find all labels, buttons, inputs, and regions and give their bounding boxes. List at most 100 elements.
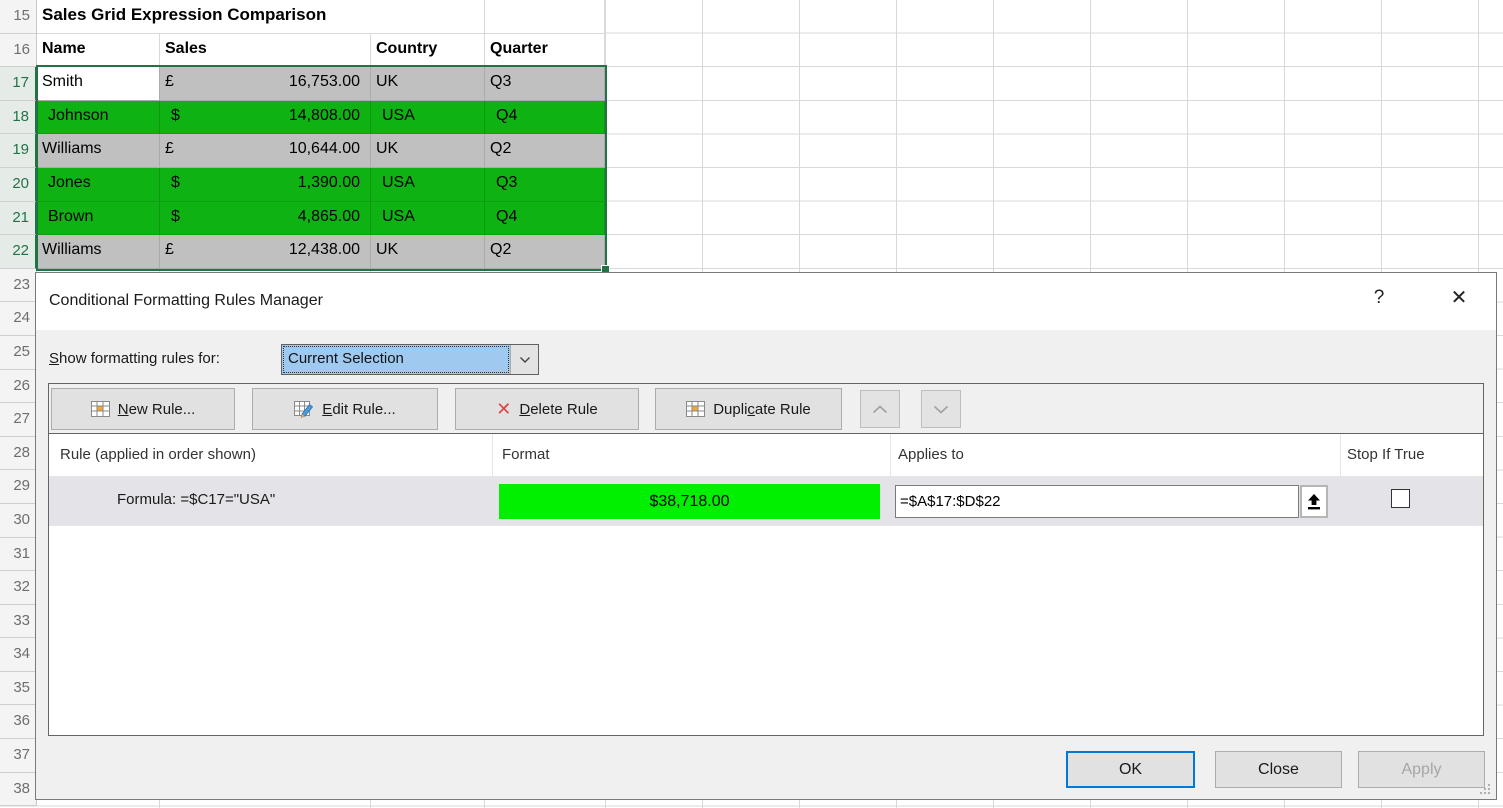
show-rules-dropdown[interactable]: Current Selection — [281, 344, 539, 375]
row-header-28[interactable]: 28 — [0, 436, 37, 471]
row-header-24[interactable]: 24 — [0, 302, 37, 336]
row-header-33[interactable]: 33 — [0, 604, 37, 639]
ok-button[interactable]: OK — [1066, 751, 1195, 788]
edit-rule-label: Edit Rule... — [322, 400, 396, 418]
show-rules-dropdown-value: Current Selection — [282, 345, 510, 374]
amount: 14,808.00 — [288, 106, 360, 124]
cell-name[interactable]: Williams — [37, 134, 160, 168]
row-header-30[interactable]: 30 — [0, 503, 37, 538]
cell-name[interactable]: Brown — [37, 201, 160, 236]
conditional-formatting-rules-manager-dialog: Conditional Formatting Rules Manager ? ✕… — [35, 272, 1497, 800]
stop-if-true-checkbox[interactable] — [1391, 489, 1410, 508]
close-button[interactable]: Close — [1215, 751, 1342, 788]
sheet-row-15: Sales Grid Expression Comparison — [37, 0, 605, 34]
close-icon[interactable]: ✕ — [1450, 287, 1468, 309]
row-header-16[interactable]: 16 — [0, 33, 37, 68]
row-header-32[interactable]: 32 — [0, 571, 37, 605]
amount: 1,390.00 — [297, 173, 360, 191]
row-header-34[interactable]: 34 — [0, 638, 37, 672]
cell-country[interactable]: USA — [371, 201, 485, 236]
cell-sales[interactable]: $1,390.00 — [160, 167, 371, 202]
duplicate-rule-label: Duplicate Rule — [713, 400, 811, 418]
cell-quarter[interactable]: Q4 — [485, 201, 605, 236]
cell-quarter[interactable]: Q3 — [485, 167, 605, 202]
dialog-titlebar[interactable]: Conditional Formatting Rules Manager ? ✕ — [36, 273, 1496, 330]
chevron-down-icon[interactable] — [510, 345, 538, 374]
rule-column-header: Rule (applied in order shown) — [60, 446, 256, 463]
cell-country[interactable]: USA — [371, 100, 485, 135]
row-header-21[interactable]: 21 — [0, 201, 37, 236]
new-rule-label: New Rule... — [117, 400, 196, 418]
col-header-sales[interactable]: Sales — [160, 33, 371, 68]
rules-list: Rule (applied in order shown) Format App… — [49, 433, 1483, 735]
sheet-title-cell[interactable]: Sales Grid Expression Comparison — [37, 0, 485, 34]
rule-description: Formula: =$C17="USA" — [117, 491, 276, 508]
cell-sales[interactable]: £12,438.00 — [160, 235, 371, 269]
cell-sales[interactable]: £10,644.00 — [160, 134, 371, 168]
row-header-17[interactable]: 17 — [0, 67, 37, 101]
sheet-row-19: Williams £10,644.00 UK Q2 — [37, 134, 605, 168]
cell-country[interactable]: UK — [371, 134, 485, 168]
row-header-31[interactable]: 31 — [0, 537, 37, 572]
row-header-15[interactable]: 15 — [0, 0, 37, 34]
grid-icon — [686, 401, 706, 417]
col-header-quarter[interactable]: Quarter — [485, 33, 605, 68]
row-header-26[interactable]: 26 — [0, 369, 37, 404]
cell-quarter[interactable]: Q3 — [485, 67, 605, 101]
sheet-row-20: Jones $1,390.00 USA Q3 — [37, 167, 605, 202]
col-header-country[interactable]: Country — [371, 33, 485, 68]
row-header-38[interactable]: 38 — [0, 772, 37, 807]
collapse-dialog-range-picker-button[interactable] — [1300, 485, 1328, 518]
currency-symbol: $ — [171, 106, 180, 124]
move-rule-up-button[interactable] — [860, 390, 900, 428]
stop-if-true-column-header: Stop If True — [1347, 446, 1425, 463]
move-rule-down-button[interactable] — [921, 390, 961, 428]
sheet-row-18: Johnson $14,808.00 USA Q4 — [37, 100, 605, 135]
edit-grid-pencil-icon — [294, 400, 314, 418]
resize-grip[interactable] — [1480, 784, 1492, 796]
cell-sales[interactable]: £16,753.00 — [160, 67, 371, 101]
cell[interactable] — [485, 0, 605, 34]
row-header-36[interactable]: 36 — [0, 705, 37, 740]
edit-rule-button[interactable]: Edit Rule... — [252, 388, 438, 430]
amount: 12,438.00 — [288, 241, 360, 259]
cell-sales[interactable]: $14,808.00 — [160, 100, 371, 135]
applies-to-input[interactable] — [895, 485, 1299, 518]
rules-frame: New Rule... Edit Rule... ✕ Delete Rule — [48, 383, 1484, 736]
cell-sales[interactable]: $4,865.00 — [160, 201, 371, 236]
cell-name[interactable]: Johnson — [37, 100, 160, 135]
cell-quarter[interactable]: Q2 — [485, 235, 605, 269]
rule-row[interactable]: Formula: =$C17="USA" $38,718.00 — [49, 477, 1483, 526]
row-header-35[interactable]: 35 — [0, 671, 37, 706]
cell-name[interactable]: Williams — [37, 235, 160, 269]
row-header-18[interactable]: 18 — [0, 100, 37, 135]
duplicate-rule-button[interactable]: Duplicate Rule — [655, 388, 842, 430]
currency-symbol: $ — [171, 173, 180, 191]
col-header-name[interactable]: Name — [37, 33, 160, 68]
currency-symbol: £ — [165, 140, 174, 158]
row-header-20[interactable]: 20 — [0, 167, 37, 202]
apply-button[interactable]: Apply — [1358, 751, 1485, 788]
delete-x-icon: ✕ — [496, 398, 512, 419]
amount: 4,865.00 — [297, 207, 360, 225]
cell-country[interactable]: UK — [371, 235, 485, 269]
row-header-19[interactable]: 19 — [0, 134, 37, 168]
cell-quarter[interactable]: Q2 — [485, 134, 605, 168]
cell-name[interactable]: Jones — [37, 167, 160, 202]
row-header-23[interactable]: 23 — [0, 268, 37, 303]
row-header-37[interactable]: 37 — [0, 739, 37, 773]
new-rule-button[interactable]: New Rule... — [51, 388, 235, 430]
cell-quarter[interactable]: Q4 — [485, 100, 605, 135]
help-icon[interactable]: ? — [1373, 287, 1385, 308]
row-header-29[interactable]: 29 — [0, 470, 37, 504]
cell-name[interactable]: Smith — [37, 67, 160, 101]
cell-country[interactable]: USA — [371, 167, 485, 202]
row-header-25[interactable]: 25 — [0, 335, 37, 370]
cell-country[interactable]: UK — [371, 67, 485, 101]
row-header-27[interactable]: 27 — [0, 403, 37, 437]
row-header-22[interactable]: 22 — [0, 235, 37, 269]
delete-rule-button[interactable]: ✕ Delete Rule — [455, 388, 639, 430]
show-rules-label: Show formatting rules for: — [49, 350, 220, 367]
column-separator — [492, 434, 493, 476]
